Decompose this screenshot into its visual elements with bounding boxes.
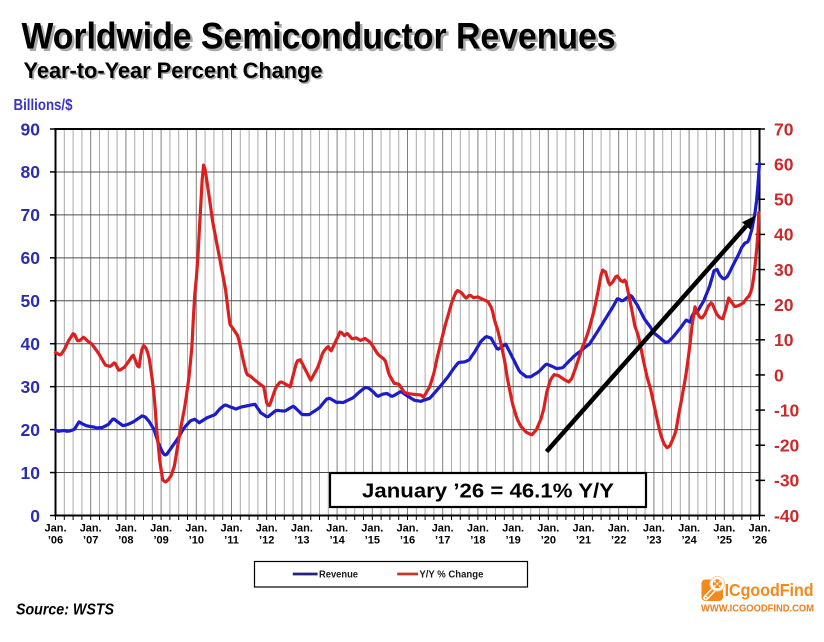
svg-text:ICgoodFind: ICgoodFind	[725, 580, 814, 600]
svg-text:’14: ’14	[329, 535, 345, 547]
svg-text:0: 0	[30, 506, 40, 526]
svg-text:Source: WSTS: Source: WSTS	[16, 602, 115, 619]
svg-text:’12: ’12	[259, 535, 274, 547]
svg-text:Jan.: Jan.	[361, 523, 383, 535]
svg-text:Jan.: Jan.	[572, 523, 594, 535]
svg-text:Jan.: Jan.	[185, 523, 207, 535]
svg-text:Jan.: Jan.	[608, 523, 630, 535]
svg-text:10: 10	[21, 463, 41, 483]
svg-text:0: 0	[774, 365, 784, 385]
svg-text:50: 50	[21, 291, 41, 311]
svg-text:’26: ’26	[752, 535, 767, 547]
svg-text:Jan.: Jan.	[537, 523, 559, 535]
svg-text:Jan.: Jan.	[220, 523, 242, 535]
svg-text:’09: ’09	[153, 535, 168, 547]
svg-text:Jan.: Jan.	[643, 523, 665, 535]
svg-text:Billions/$: Billions/$	[14, 97, 73, 114]
svg-text:Jan.: Jan.	[396, 523, 418, 535]
svg-text:50: 50	[774, 190, 794, 210]
svg-text:Jan.: Jan.	[150, 523, 172, 535]
svg-text:Jan.: Jan.	[502, 523, 524, 535]
svg-text:Jan.: Jan.	[291, 523, 313, 535]
svg-text:’20: ’20	[541, 535, 556, 547]
svg-text:Revenue: Revenue	[319, 569, 358, 581]
svg-text:10: 10	[774, 330, 794, 350]
svg-text:’22: ’22	[611, 535, 626, 547]
svg-text:70: 70	[774, 119, 794, 139]
svg-text:’13: ’13	[294, 535, 309, 547]
svg-text:’11: ’11	[224, 535, 239, 547]
svg-text:-30: -30	[774, 471, 800, 491]
svg-text:’06: ’06	[48, 535, 63, 547]
svg-text:Jan.: Jan.	[80, 523, 102, 535]
svg-text:Jan.: Jan.	[115, 523, 137, 535]
svg-text:30: 30	[21, 377, 41, 397]
svg-text:-40: -40	[774, 506, 800, 526]
svg-text:-10: -10	[774, 400, 800, 420]
svg-text:40: 40	[774, 225, 794, 245]
svg-text:’16: ’16	[400, 535, 415, 547]
svg-text:’19: ’19	[505, 535, 520, 547]
svg-text:Jan.: Jan.	[326, 523, 348, 535]
svg-text:30: 30	[774, 260, 794, 280]
svg-text:’23: ’23	[646, 535, 661, 547]
svg-text:40: 40	[21, 334, 41, 354]
svg-text:’21: ’21	[576, 535, 591, 547]
svg-text:80: 80	[21, 162, 41, 182]
svg-text:Year-to-Year Percent Change: Year-to-Year Percent Change	[24, 58, 323, 83]
svg-text:Jan.: Jan.	[432, 523, 454, 535]
svg-text:70: 70	[21, 205, 41, 225]
svg-text:’07: ’07	[83, 535, 98, 547]
svg-text:Jan.: Jan.	[713, 523, 735, 535]
svg-text:60: 60	[21, 248, 41, 268]
svg-text:Worldwide Semiconductor Revenu: Worldwide Semiconductor Revenues	[22, 16, 616, 57]
svg-text:January ’26 = 46.1% Y/Y: January ’26 = 46.1% Y/Y	[362, 480, 614, 503]
svg-text:Y/Y % Change: Y/Y % Change	[419, 569, 483, 581]
svg-text:’17: ’17	[435, 535, 450, 547]
svg-text:’18: ’18	[470, 535, 485, 547]
svg-text:Jan.: Jan.	[467, 523, 489, 535]
svg-text:20: 20	[21, 420, 41, 440]
svg-text:’08: ’08	[118, 535, 133, 547]
svg-text:Jan.: Jan.	[256, 523, 278, 535]
svg-text:Worldwide Semiconductor Revenu: Worldwide Semiconductor Revenues	[24, 18, 618, 59]
svg-text:Jan.: Jan.	[44, 523, 66, 535]
svg-text:60: 60	[774, 154, 794, 174]
svg-text:Jan.: Jan.	[748, 523, 770, 535]
svg-text:20: 20	[774, 295, 794, 315]
svg-text:Jan.: Jan.	[678, 523, 700, 535]
svg-text:-20: -20	[774, 436, 800, 456]
svg-text:’25: ’25	[717, 535, 732, 547]
svg-text:Year-to-Year Percent Change: Year-to-Year Percent Change	[25, 60, 324, 85]
svg-text:90: 90	[21, 119, 41, 139]
svg-text:WWW.ICGOODFIND.COM: WWW.ICGOODFIND.COM	[701, 604, 814, 615]
svg-text:’10: ’10	[189, 535, 204, 547]
svg-text:’15: ’15	[365, 535, 380, 547]
svg-text:’24: ’24	[681, 535, 697, 547]
